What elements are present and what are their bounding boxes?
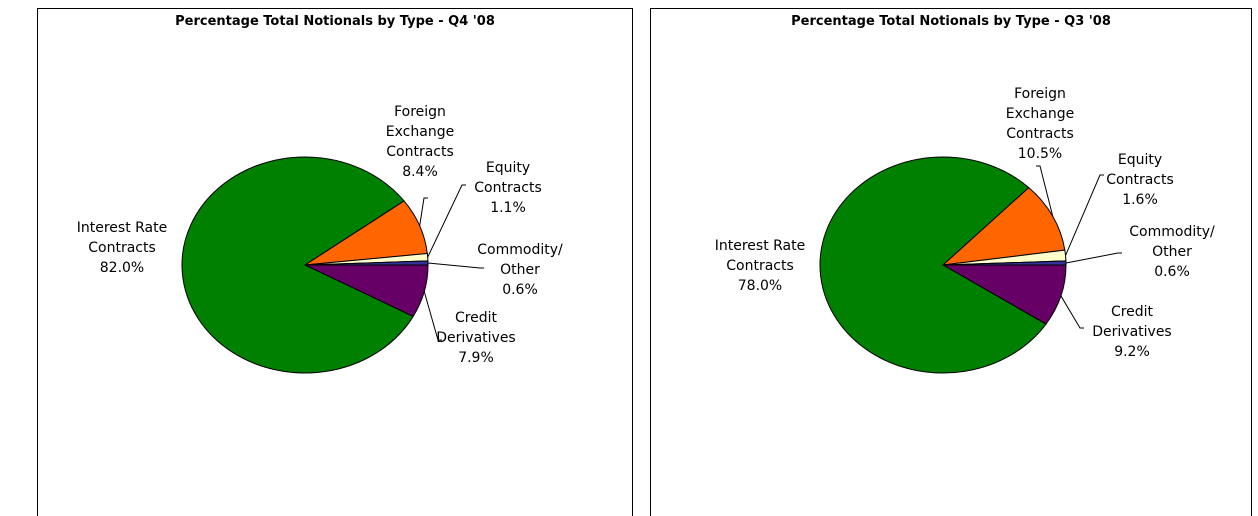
value-label: 1.6% xyxy=(1122,192,1158,208)
value-label: 7.9% xyxy=(458,350,494,366)
slice-label: Foreign Exchange Contracts 10.5% xyxy=(990,84,1090,164)
leader-line xyxy=(419,197,428,226)
slice-label: Equity Contracts 1.1% xyxy=(468,158,548,218)
category-label: Equity Contracts xyxy=(474,160,542,196)
leader-line xyxy=(1036,165,1054,217)
category-label: Credit Derivatives xyxy=(1092,304,1172,340)
slice-label: Equity Contracts 1.6% xyxy=(1100,150,1180,210)
chart-title: Percentage Total Notionals by Type - Q3 … xyxy=(791,14,1111,29)
category-label: Equity Contracts xyxy=(1106,152,1174,188)
value-label: 0.6% xyxy=(502,282,538,298)
value-label: 78.0% xyxy=(737,278,783,294)
leader-line xyxy=(423,291,442,341)
category-label: Interest Rate Contracts xyxy=(76,220,168,256)
category-label: Interest Rate Contracts xyxy=(714,238,806,274)
category-label: Commodity/ Other xyxy=(477,242,563,278)
slice-label: Interest Rate Contracts 82.0% xyxy=(57,218,187,278)
pie-slice xyxy=(819,156,1047,374)
slice-label: Commodity/ Other 0.6% xyxy=(1117,222,1227,282)
category-label: Foreign Exchange Contracts xyxy=(1005,86,1075,142)
chart-title: Percentage Total Notionals by Type - Q4 … xyxy=(175,14,495,29)
slice-label: Credit Derivatives 9.2% xyxy=(1077,302,1187,362)
slice-label: Interest Rate Contracts 78.0% xyxy=(695,236,825,296)
value-label: 82.0% xyxy=(99,260,145,276)
value-label: 9.2% xyxy=(1114,344,1150,360)
leader-line xyxy=(1065,252,1122,264)
pie-slice xyxy=(181,156,414,374)
category-label: Commodity/ Other xyxy=(1129,224,1215,260)
value-label: 8.4% xyxy=(402,164,438,180)
value-label: 1.1% xyxy=(490,200,526,216)
chart-frame xyxy=(37,8,633,516)
chart-frame xyxy=(650,8,1252,516)
leader-line xyxy=(1060,295,1084,329)
category-label: Foreign Exchange Contracts xyxy=(385,104,455,160)
leader-line xyxy=(427,262,484,269)
leader-line xyxy=(427,184,466,258)
slice-label: Commodity/ Other 0.6% xyxy=(465,240,575,300)
pie-slice xyxy=(941,186,1066,266)
leader-line xyxy=(1065,174,1104,256)
value-label: 0.6% xyxy=(1154,264,1190,280)
slice-label: Credit Derivatives 7.9% xyxy=(421,308,531,368)
category-label: Credit Derivatives xyxy=(436,310,516,346)
pie-slice xyxy=(942,260,1067,266)
slice-label: Foreign Exchange Contracts 8.4% xyxy=(370,102,470,182)
value-label: 10.5% xyxy=(1017,146,1063,162)
